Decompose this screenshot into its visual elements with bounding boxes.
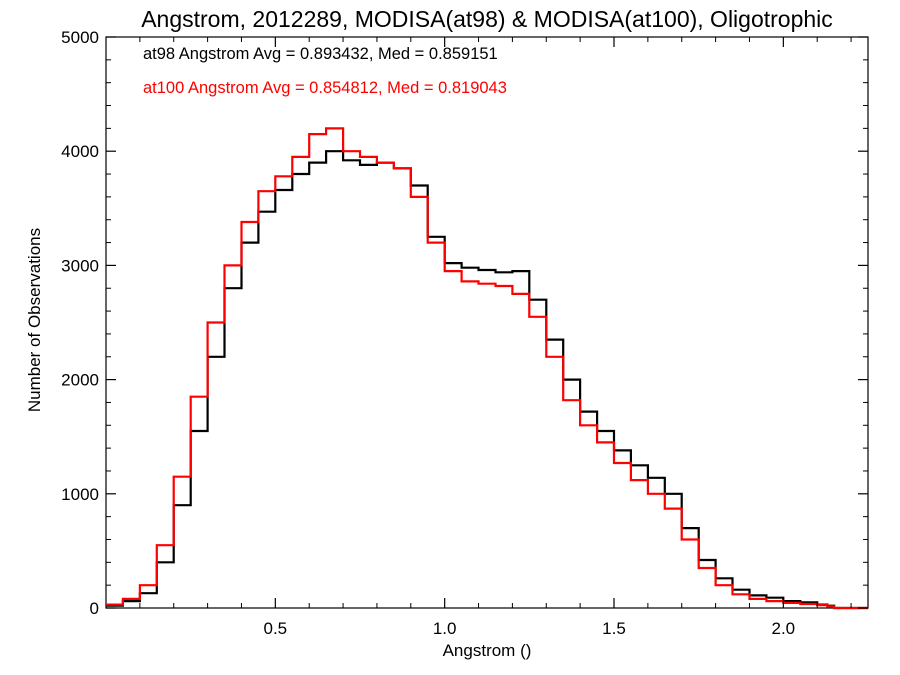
x-tick-label: 1.5 xyxy=(602,619,626,638)
x-tick-label: 2.0 xyxy=(772,619,796,638)
y-tick-label: 5000 xyxy=(61,28,99,47)
x-tick-label: 0.5 xyxy=(264,619,288,638)
plot-frame xyxy=(105,36,869,609)
y-axis-label: Number of Observations xyxy=(25,228,44,412)
legend-entry-at100: at100 Angstrom Avg = 0.854812, Med = 0.8… xyxy=(143,79,507,97)
y-tick-label: 0 xyxy=(90,599,99,618)
chart-title: Angstrom, 2012289, MODISA(at98) & MODISA… xyxy=(141,6,833,32)
plot-area: 0.5 1.0 1.5 2.0 0 1000 2000 3000 4000 5000 xyxy=(61,28,869,638)
legend-entry-at98: at98 Angstrom Avg = 0.893432, Med = 0.85… xyxy=(143,45,498,63)
y-tick-label: 3000 xyxy=(61,256,99,275)
series-line-0 xyxy=(106,150,868,610)
y-tick-label: 4000 xyxy=(61,142,99,161)
y-tick-label: 2000 xyxy=(61,371,99,390)
x-tick-label: 1.0 xyxy=(433,619,457,638)
x-axis-label: Angstrom () xyxy=(443,641,532,660)
series-line-1 xyxy=(106,127,868,610)
y-tick-label: 1000 xyxy=(61,485,99,504)
